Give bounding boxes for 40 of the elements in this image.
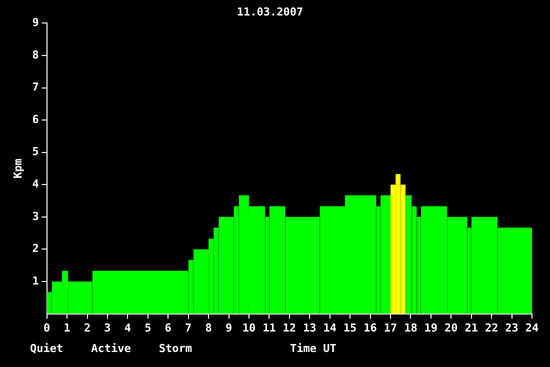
x-tick-label: 19	[424, 321, 438, 334]
x-tick-label: 18	[404, 321, 418, 334]
x-tick-label: 4	[124, 321, 132, 334]
x-tick-label: 3	[104, 321, 111, 334]
x-tick-label: 20	[444, 321, 458, 334]
x-tick-label: 11	[262, 321, 276, 334]
x-tick-label: 8	[205, 321, 212, 334]
x-tick-label: 2	[84, 321, 91, 334]
x-tick-label: 22	[484, 321, 498, 334]
y-tick-label: 3	[32, 210, 39, 223]
x-axis-title: Time UT	[290, 342, 336, 355]
x-tick-label: 10	[242, 321, 256, 334]
x-tick-label: 14	[323, 321, 337, 334]
y-tick-label: 5	[32, 145, 39, 158]
x-tick-label: 0	[44, 321, 50, 334]
x-tick-label: 21	[464, 321, 478, 334]
x-tick-label: 7	[185, 321, 192, 334]
y-tick-label: 8	[32, 48, 39, 62]
x-tick-label: 16	[364, 321, 378, 334]
x-tick-label: 6	[164, 321, 172, 334]
y-axis-title: Kpm	[11, 158, 24, 178]
text: Active	[91, 342, 131, 355]
x-tick-label: 9	[225, 321, 232, 334]
x-tick-label: 13	[303, 321, 316, 334]
y-tick-label: 9	[32, 16, 39, 30]
x-tick-label: 5	[144, 321, 152, 334]
x-tick-label: 15	[343, 321, 357, 334]
x-tick-label: 24	[525, 321, 539, 334]
text: Storm	[158, 342, 192, 355]
x-tick-label: 1	[64, 321, 71, 334]
chart-title: 11.03.2007	[236, 5, 304, 18]
text: Quiet	[30, 342, 64, 355]
y-tick-label: 2	[32, 242, 39, 256]
x-tick-label: 12	[282, 321, 296, 334]
y-tick-label: 1	[32, 274, 40, 288]
y-tick-label: 4	[32, 178, 40, 191]
x-tick-label: 17	[384, 321, 398, 334]
y-tick-label: 7	[32, 80, 39, 94]
x-tick-label: 23	[505, 321, 518, 334]
y-tick-label: 6	[32, 112, 40, 126]
